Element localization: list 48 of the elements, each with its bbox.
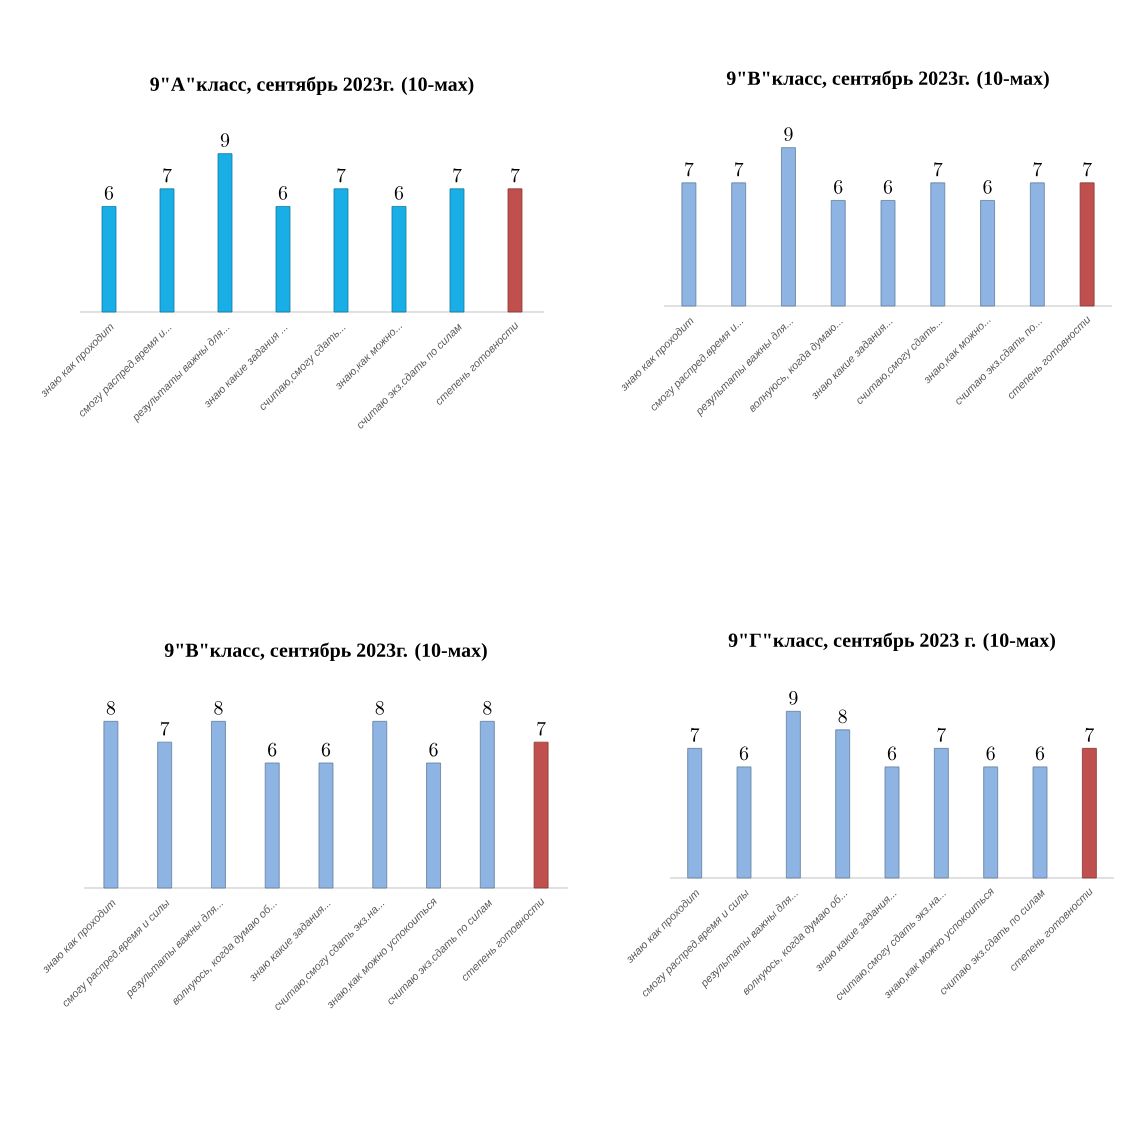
data-label: 7	[163, 168, 172, 183]
data-label: 7	[453, 168, 462, 183]
data-label: 9	[220, 133, 230, 148]
data-label: 6	[1035, 746, 1045, 761]
data-label: 6	[394, 186, 404, 200]
data-label: 7	[511, 168, 520, 183]
bar	[835, 729, 851, 879]
data-label: 7	[537, 721, 546, 736]
data-label: 8	[214, 701, 223, 715]
data-label: 7	[690, 727, 700, 742]
bar	[736, 766, 752, 879]
data-label: 8	[838, 709, 847, 724]
bar	[785, 710, 801, 879]
bar	[1081, 747, 1097, 879]
data-label: 9	[784, 127, 793, 142]
data-label: 6	[104, 186, 114, 200]
bar	[1032, 766, 1048, 879]
data-label: 7	[937, 727, 947, 742]
data-label: 7	[734, 162, 744, 177]
data-label: 6	[429, 742, 438, 757]
data-label: 6	[834, 180, 843, 194]
data-label: 7	[160, 721, 170, 736]
data-label: 6	[887, 746, 897, 761]
data-label: 7	[337, 168, 346, 183]
data-label: 6	[983, 180, 992, 194]
data-label: 6	[883, 180, 893, 194]
data-label: 7	[1085, 727, 1095, 742]
data-label: 7	[685, 162, 694, 177]
chart-title: 9"В"класс, сентябрь 2023г. (10-мах)	[164, 642, 487, 662]
bar	[687, 747, 703, 879]
data-label: 7	[933, 162, 943, 177]
data-label: 7	[1033, 162, 1043, 177]
data-label: 8	[483, 701, 492, 715]
data-label: 6	[268, 742, 277, 757]
data-label: 6	[321, 742, 331, 757]
data-label: 7	[1083, 162, 1092, 177]
chart-title: 9"А"класс, сентябрь 2023г. (10-мах)	[150, 76, 474, 96]
data-label: 6	[278, 186, 288, 200]
data-label: 6	[986, 746, 995, 761]
data-label: 6	[739, 746, 749, 761]
bar	[933, 747, 949, 879]
data-label: 9	[789, 691, 798, 705]
chart-title: 9"Г"класс, сентябрь 2023 г. (10-мах)	[728, 632, 1055, 652]
data-label: 8	[106, 701, 116, 715]
bar	[884, 766, 900, 879]
bar	[983, 766, 999, 879]
chart-title: 9"В"класс, сентябрь 2023г. (10-мах)	[726, 70, 1049, 90]
data-label: 8	[375, 701, 384, 715]
